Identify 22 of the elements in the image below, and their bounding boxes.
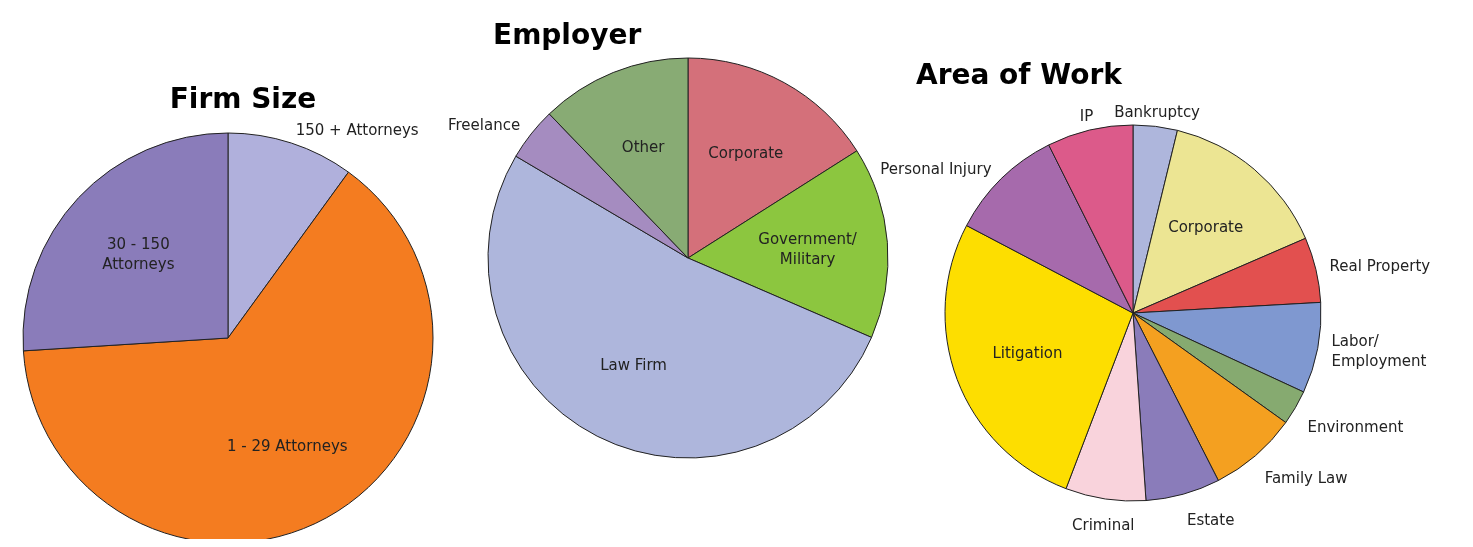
slice-label: Family Law: [1264, 469, 1348, 488]
slice-label: Labor/ Employment: [1331, 331, 1427, 370]
chart-title: Area of Work: [916, 58, 1124, 91]
slice-label: Litigation: [992, 343, 1063, 362]
slice-label: Real Property: [1329, 257, 1431, 276]
chart-title: Firm Size: [169, 82, 317, 115]
slice-label: Freelance: [447, 116, 521, 135]
slice-label: Corporate: [708, 143, 784, 162]
slice-label: Environment: [1307, 417, 1404, 436]
slice-label: Other: [621, 137, 666, 156]
slice-label: 1 - 29 Attorneys: [226, 436, 348, 455]
slice-label: Government/ Military: [758, 229, 858, 268]
slice-label: Corporate: [1168, 217, 1244, 236]
chart-title: Employer: [493, 18, 642, 51]
slice-label: Personal Injury: [880, 159, 992, 178]
slice-label: 150 + Attorneys: [295, 120, 419, 139]
slice-label: 30 - 150 Attorneys: [102, 234, 175, 273]
slice-label: Law Firm: [600, 355, 667, 374]
slice-label: Bankruptcy: [1114, 103, 1201, 122]
slice-label: IP: [1079, 107, 1094, 126]
slice-label: Criminal: [1072, 515, 1135, 534]
slice-label: Estate: [1186, 510, 1235, 529]
